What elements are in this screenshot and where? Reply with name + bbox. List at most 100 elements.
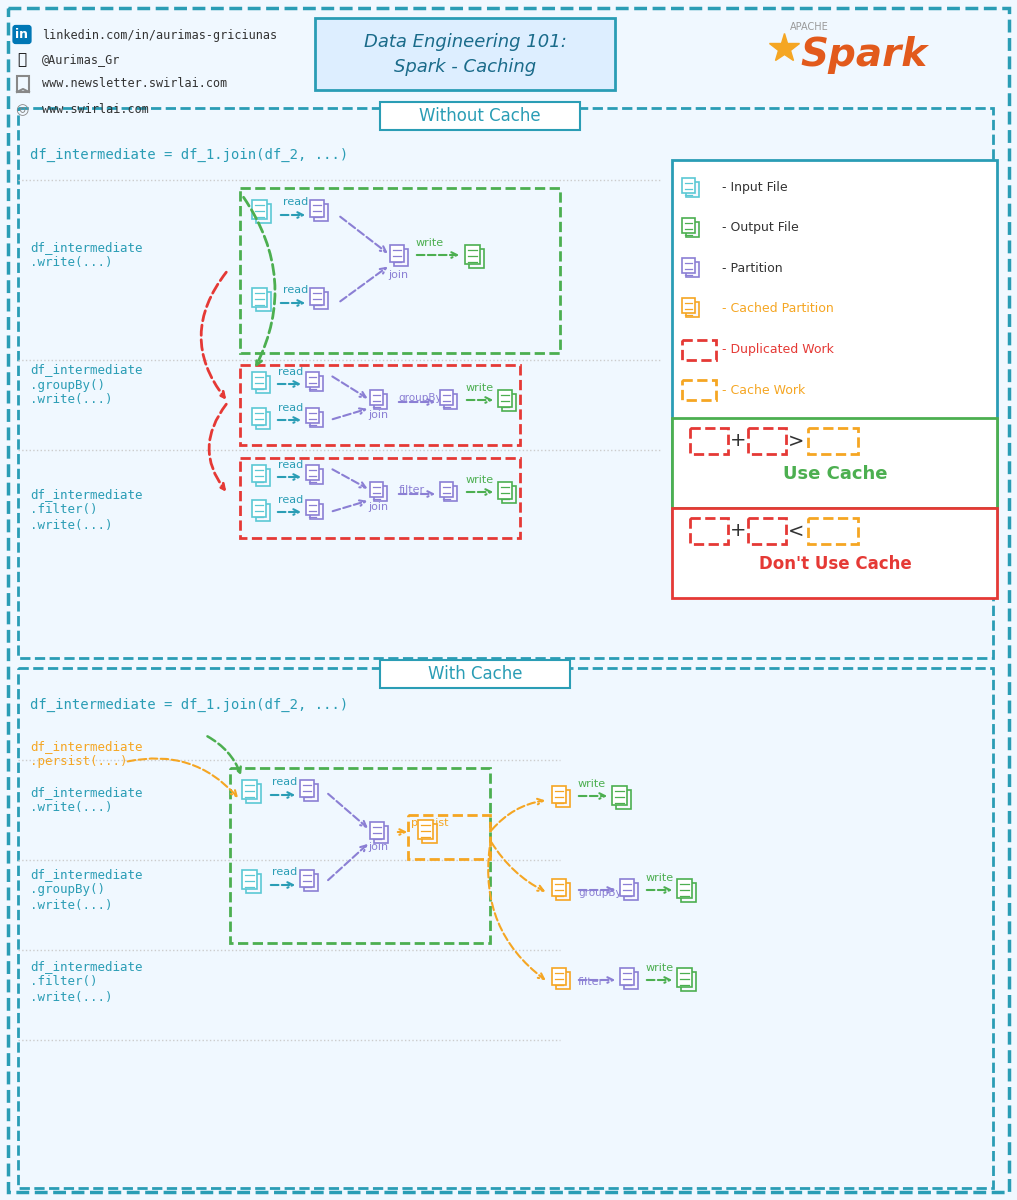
FancyBboxPatch shape [242, 870, 257, 889]
Text: df_intermediate
.groupBy()
.write(...): df_intermediate .groupBy() .write(...) [29, 364, 142, 407]
FancyBboxPatch shape [682, 258, 695, 274]
FancyBboxPatch shape [246, 784, 261, 803]
Text: Without Cache: Without Cache [419, 107, 541, 125]
FancyBboxPatch shape [686, 182, 699, 197]
FancyBboxPatch shape [620, 968, 634, 985]
FancyBboxPatch shape [469, 248, 484, 268]
FancyBboxPatch shape [498, 482, 512, 499]
FancyBboxPatch shape [624, 972, 638, 989]
Text: read: read [272, 778, 297, 787]
Text: filter: filter [399, 485, 425, 494]
FancyBboxPatch shape [306, 464, 318, 480]
Text: ◎: ◎ [15, 102, 28, 116]
FancyBboxPatch shape [310, 200, 324, 217]
FancyBboxPatch shape [374, 826, 388, 842]
Text: @Aurimas_Gr: @Aurimas_Gr [42, 53, 120, 66]
FancyBboxPatch shape [682, 178, 695, 193]
FancyBboxPatch shape [624, 883, 638, 900]
Text: write: write [416, 238, 444, 248]
Text: df_intermediate
.filter()
.write(...): df_intermediate .filter() .write(...) [29, 488, 142, 532]
FancyBboxPatch shape [256, 469, 270, 486]
FancyBboxPatch shape [314, 204, 328, 221]
FancyBboxPatch shape [314, 292, 328, 308]
Text: Spark: Spark [800, 36, 928, 74]
Text: read: read [283, 197, 308, 206]
FancyBboxPatch shape [681, 972, 697, 991]
Text: >: > [788, 432, 804, 450]
FancyBboxPatch shape [242, 780, 257, 799]
FancyBboxPatch shape [556, 883, 570, 900]
FancyBboxPatch shape [616, 790, 632, 809]
Bar [408, 815, 490, 859]
Text: With Cache: With Cache [428, 665, 523, 683]
FancyBboxPatch shape [304, 784, 318, 802]
FancyBboxPatch shape [306, 408, 318, 424]
Text: df_intermediate = df_1.join(df_2, ...): df_intermediate = df_1.join(df_2, ...) [29, 148, 348, 162]
FancyBboxPatch shape [374, 394, 386, 409]
Text: - Cache Work: - Cache Work [722, 384, 805, 396]
Text: read: read [272, 866, 297, 877]
FancyBboxPatch shape [552, 786, 566, 803]
FancyBboxPatch shape [370, 390, 382, 406]
Text: in: in [15, 28, 28, 41]
Bar [690, 518, 728, 544]
Text: df_intermediate
.groupBy()
.write(...): df_intermediate .groupBy() .write(...) [29, 869, 142, 912]
Text: www.swirlai.com: www.swirlai.com [42, 103, 148, 116]
Text: write: write [466, 383, 494, 392]
FancyBboxPatch shape [440, 482, 453, 497]
Text: read: read [278, 460, 303, 470]
Bar [807, 428, 858, 454]
FancyBboxPatch shape [498, 390, 512, 407]
Bar [690, 428, 728, 454]
FancyBboxPatch shape [252, 200, 267, 218]
Text: - Duplicated Work: - Duplicated Work [722, 343, 834, 356]
FancyBboxPatch shape [677, 968, 693, 986]
FancyBboxPatch shape [620, 878, 634, 896]
Text: Don't Use Cache: Don't Use Cache [759, 554, 911, 572]
Text: write: write [578, 779, 606, 790]
Bar [18, 108, 993, 658]
FancyBboxPatch shape [252, 288, 267, 307]
FancyBboxPatch shape [256, 376, 270, 392]
Bar [230, 768, 490, 943]
FancyBboxPatch shape [440, 390, 453, 406]
Text: +: + [730, 432, 746, 450]
FancyBboxPatch shape [304, 874, 318, 890]
Text: persist: persist [411, 818, 448, 828]
Text: - Cached Partition: - Cached Partition [722, 301, 834, 314]
FancyBboxPatch shape [681, 883, 697, 901]
Bar [17, 76, 29, 92]
FancyBboxPatch shape [370, 482, 382, 497]
Text: df_intermediate
.persist(...): df_intermediate .persist(...) [29, 740, 142, 768]
Text: df_intermediate
.write(...): df_intermediate .write(...) [29, 786, 142, 814]
FancyBboxPatch shape [246, 874, 261, 893]
FancyBboxPatch shape [370, 822, 384, 839]
Text: - Input File: - Input File [722, 181, 787, 194]
Bar [315, 18, 615, 90]
Bar [380, 660, 570, 688]
Text: df_intermediate
.write(...): df_intermediate .write(...) [29, 241, 142, 269]
FancyBboxPatch shape [306, 500, 318, 515]
Text: write: write [646, 874, 674, 883]
Bar [807, 518, 858, 544]
FancyBboxPatch shape [300, 780, 314, 797]
Bar [672, 160, 997, 538]
FancyBboxPatch shape [394, 248, 408, 266]
Text: linkedin.com/in/aurimas-griciunas: linkedin.com/in/aurimas-griciunas [42, 29, 277, 42]
Text: join: join [368, 502, 388, 512]
Bar [18, 668, 993, 1188]
FancyBboxPatch shape [390, 245, 404, 262]
Text: - Partition: - Partition [722, 262, 783, 275]
Text: join: join [388, 270, 408, 280]
FancyBboxPatch shape [682, 218, 695, 233]
FancyBboxPatch shape [256, 292, 272, 311]
FancyBboxPatch shape [465, 245, 480, 264]
FancyBboxPatch shape [418, 820, 433, 839]
FancyBboxPatch shape [310, 412, 322, 427]
Bar [682, 340, 716, 360]
Text: Use Cache: Use Cache [783, 464, 887, 482]
Text: +: + [730, 522, 746, 540]
Text: write: write [466, 475, 494, 485]
FancyBboxPatch shape [677, 878, 693, 898]
FancyBboxPatch shape [374, 486, 386, 502]
